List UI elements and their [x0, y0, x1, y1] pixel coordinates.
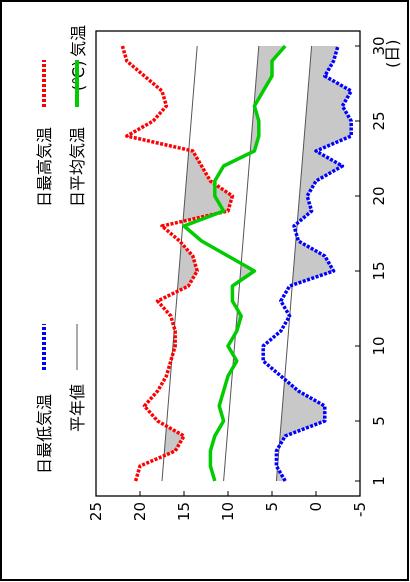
- below-normal-fill: [177, 271, 198, 286]
- below-normal-fill: [306, 91, 352, 106]
- x-unit-label: (日): [383, 40, 402, 69]
- y-tick-label: 15: [175, 502, 193, 521]
- below-normal-fill: [310, 46, 338, 61]
- y-tick-label: 25: [87, 502, 105, 521]
- below-normal-fill: [300, 166, 343, 181]
- y-tick-label: 5: [263, 502, 281, 512]
- below-normal-fill: [179, 256, 198, 271]
- below-normal-fill: [308, 76, 352, 91]
- x-tick-label: 20: [370, 186, 388, 205]
- below-normal-fill: [183, 196, 233, 211]
- x-tick-label: 1: [370, 476, 388, 486]
- y-tick-label: 0: [307, 502, 325, 512]
- below-normal-fill: [186, 166, 211, 181]
- legend-label-min: 日最低気温: [35, 394, 54, 474]
- below-normal-fill: [294, 241, 325, 256]
- min-temp-line: [261, 45, 353, 482]
- y-tick-label: 10: [219, 502, 237, 521]
- below-normal-fill: [301, 151, 343, 166]
- below-normal-fill: [282, 391, 325, 406]
- below-normal-fill: [185, 181, 233, 196]
- below-normal-fill: [281, 406, 325, 421]
- legend-label-normal: 平年値: [68, 384, 87, 432]
- max-temp-line: [120, 45, 235, 482]
- x-tick-label: 25: [370, 111, 388, 130]
- below-normal-fill: [304, 121, 352, 136]
- legend-label-max: 日最高気温: [35, 127, 54, 207]
- y-tick-label: -5: [351, 502, 369, 517]
- normal-line-2: [275, 45, 313, 482]
- below-normal-fill: [257, 46, 286, 61]
- below-normal-fill: [251, 121, 259, 136]
- below-normal-fill: [293, 256, 334, 271]
- below-normal-fill: [256, 61, 272, 76]
- legend-label-mean: 日平均気温: [68, 127, 87, 207]
- below-normal-fill: [305, 106, 352, 121]
- below-normal-fill: [309, 61, 334, 76]
- x-tick-label: 30: [370, 36, 388, 55]
- x-tick-label: 5: [370, 416, 388, 426]
- below-normal-fill: [164, 436, 184, 451]
- y-tick-label: 20: [131, 502, 149, 521]
- x-tick-label: 10: [370, 336, 388, 355]
- legend: 日最高気温 日最低気温 日平均気温 平年値: [35, 60, 87, 474]
- x-tick-label: 15: [370, 261, 388, 280]
- chart-title: 気温: [69, 25, 88, 57]
- normal-line-0: [161, 45, 198, 482]
- mean-temp-line: [182, 44, 287, 482]
